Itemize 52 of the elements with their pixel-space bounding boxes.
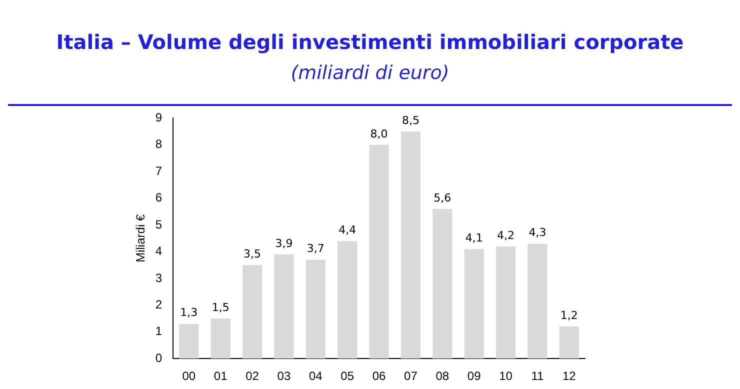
chart-title: Italia – Volume degli investimenti immobiliari corporate xyxy=(55,30,685,54)
y-tick-label: 8 xyxy=(155,137,162,152)
data-label: 4,3 xyxy=(528,226,546,240)
bar xyxy=(242,265,262,359)
data-label: 3,5 xyxy=(244,247,262,260)
x-tick-label: 02 xyxy=(246,369,260,384)
x-tick-label: 04 xyxy=(308,369,323,384)
x-tick-label: 00 xyxy=(182,369,196,384)
y-axis-title: Miliardi € xyxy=(134,214,148,262)
y-tick-label: 7 xyxy=(155,164,162,178)
y-tick-label: 0 xyxy=(155,350,162,365)
x-tick-label: 06 xyxy=(372,369,386,384)
x-tick-label: 09 xyxy=(467,369,482,384)
y-tick-label: 2 xyxy=(155,297,162,312)
y-tick-label: 1 xyxy=(155,324,162,338)
data-label: 8,0 xyxy=(370,127,388,140)
bar xyxy=(400,132,421,359)
bar xyxy=(338,241,358,359)
data-label: 3,7 xyxy=(306,242,324,256)
bar xyxy=(528,244,548,359)
data-label: 1,2 xyxy=(560,308,578,322)
bar xyxy=(306,260,326,359)
data-label: 3,9 xyxy=(275,236,293,250)
data-label: 4,4 xyxy=(338,223,356,236)
data-label: 4,1 xyxy=(465,231,483,244)
x-tick-label: 12 xyxy=(562,369,576,384)
data-label: 1,3 xyxy=(180,306,198,320)
bar xyxy=(432,209,452,359)
x-tick-label: 10 xyxy=(499,369,513,384)
bar xyxy=(464,249,484,359)
bar xyxy=(210,318,230,359)
bar xyxy=(369,144,389,359)
chart-subtitle: (miliardi di euro) xyxy=(290,62,450,84)
data-label: 4,2 xyxy=(497,228,515,242)
y-tick-label: 9 xyxy=(155,110,162,125)
y-tick-label: 3 xyxy=(155,270,162,285)
x-tick-label: 08 xyxy=(436,369,450,384)
x-tick-label: 07 xyxy=(404,369,418,384)
y-tick-label: 6 xyxy=(155,190,162,205)
x-tick-label: 03 xyxy=(277,369,291,384)
bar xyxy=(179,324,199,359)
data-label: 1,5 xyxy=(212,300,230,314)
data-label: 8,5 xyxy=(402,114,420,127)
y-tick-label: 4 xyxy=(155,244,162,258)
data-label: 5,6 xyxy=(434,191,452,204)
bar xyxy=(559,326,579,359)
bar xyxy=(496,246,516,359)
x-tick-label: 11 xyxy=(531,369,544,384)
bar xyxy=(274,254,294,359)
x-tick-label: 01 xyxy=(214,369,228,384)
x-tick-label: 05 xyxy=(340,369,354,384)
y-tick-label: 5 xyxy=(155,217,162,232)
